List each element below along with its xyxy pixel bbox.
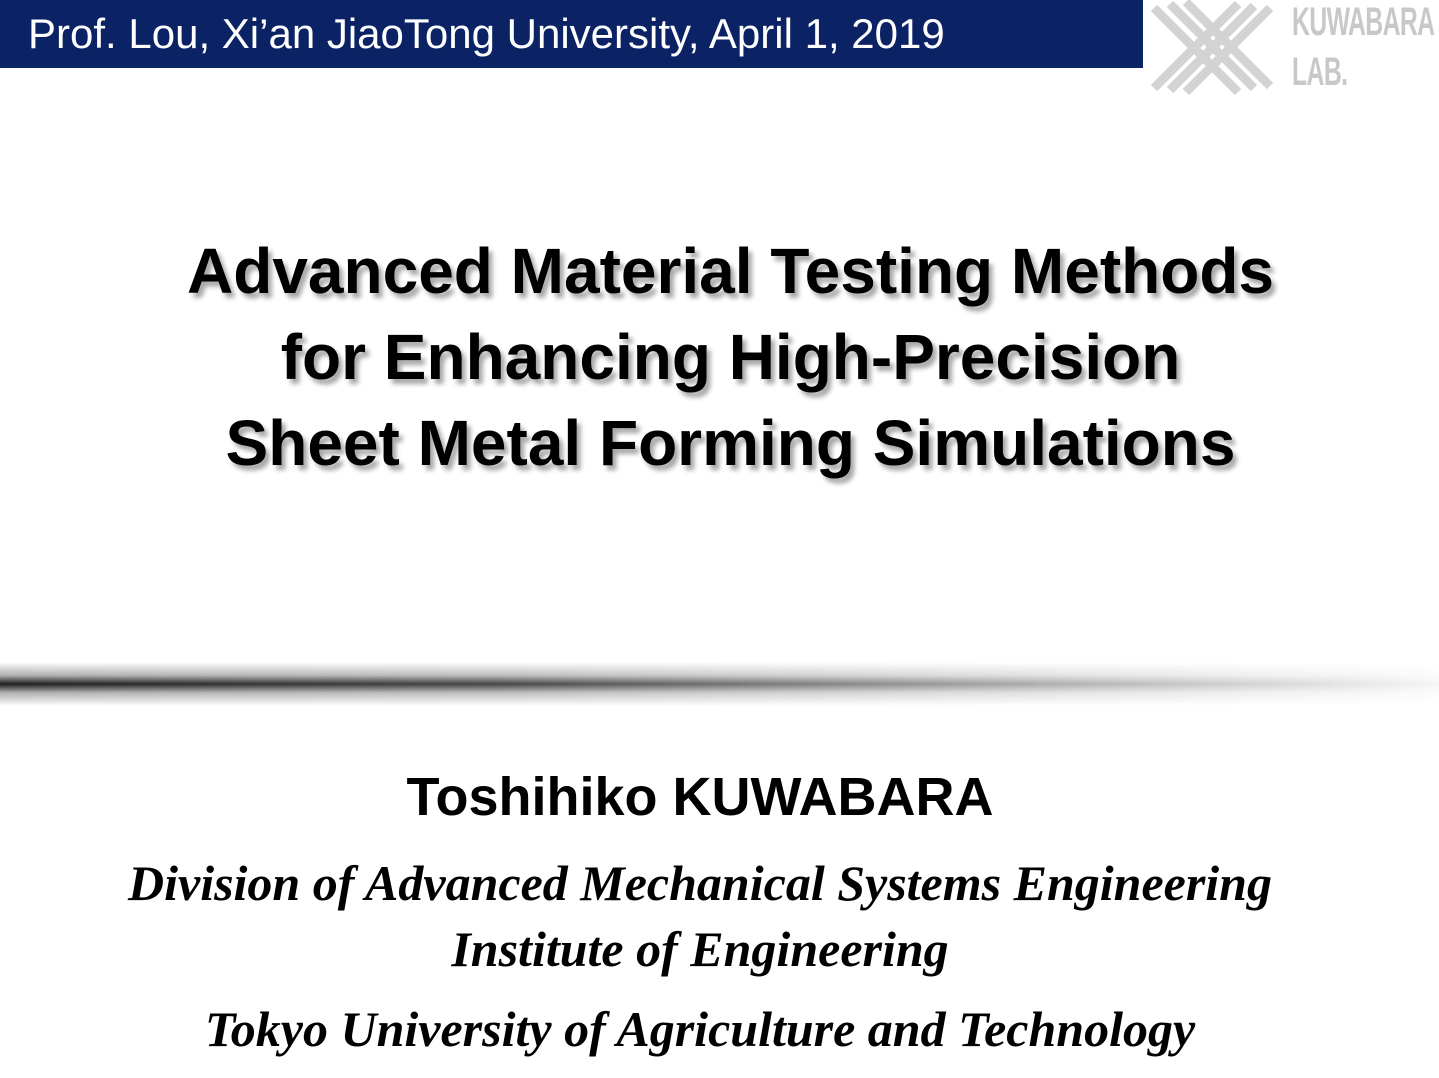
header-bar: Prof. Lou, Xi’an JiaoTong University, Ap…	[0, 0, 1143, 68]
header-text: Prof. Lou, Xi’an JiaoTong University, Ap…	[28, 10, 945, 57]
title-line-1: Advanced Material Testing Methods	[187, 235, 1274, 307]
shadow-divider	[0, 662, 1439, 706]
affiliation-university: Tokyo University of Agriculture and Tech…	[204, 1001, 1196, 1057]
affiliation-division: Division of Advanced Mechanical Systems …	[128, 855, 1272, 911]
logo-text-lab: LAB.	[1292, 50, 1348, 94]
author-name: Toshihiko KUWABARA	[406, 767, 994, 827]
title-line-2: for Enhancing High-Precision	[280, 321, 1181, 393]
slide-title: Advanced Material Testing Methods for En…	[0, 228, 1439, 486]
lab-logo: KUWABARA LAB.	[1148, 0, 1438, 96]
logo-text-kuwabara: KUWABARA	[1292, 0, 1435, 44]
kuwabara-lab-logo-icon	[1150, 0, 1274, 96]
title-line-3: Sheet Metal Forming Simulations	[225, 407, 1236, 479]
affiliation-institute: Institute of Engineering	[451, 921, 949, 977]
